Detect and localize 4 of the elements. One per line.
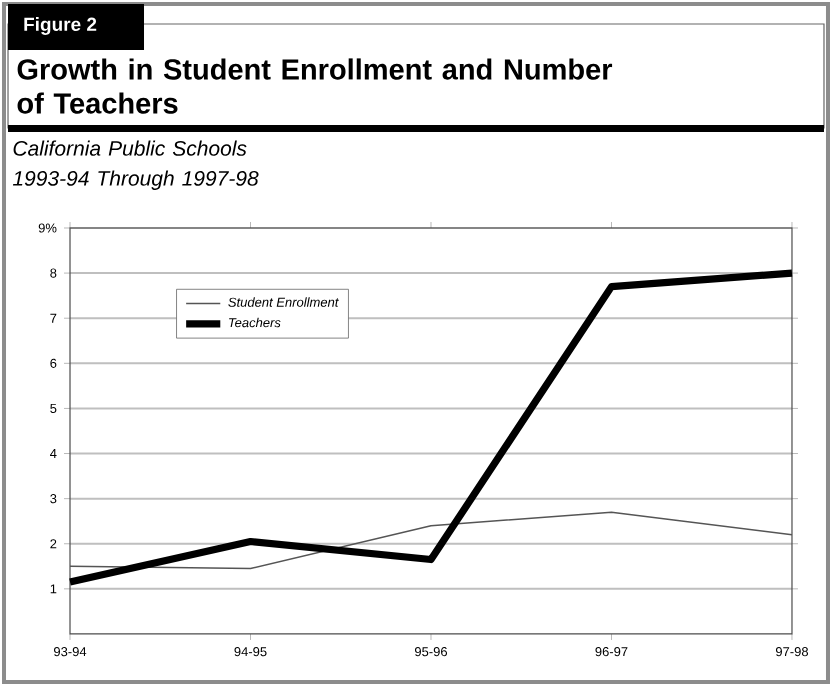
- caption: Figure 2: [24, 17, 97, 35]
- line-series: [66, 269, 796, 586]
- chart-subtitle: California Public Schools 1993-94 Through 1997-98: [12, 140, 259, 190]
- chart-title: Growth in Student Enrollment and Number of Teachers: [17, 58, 613, 114]
